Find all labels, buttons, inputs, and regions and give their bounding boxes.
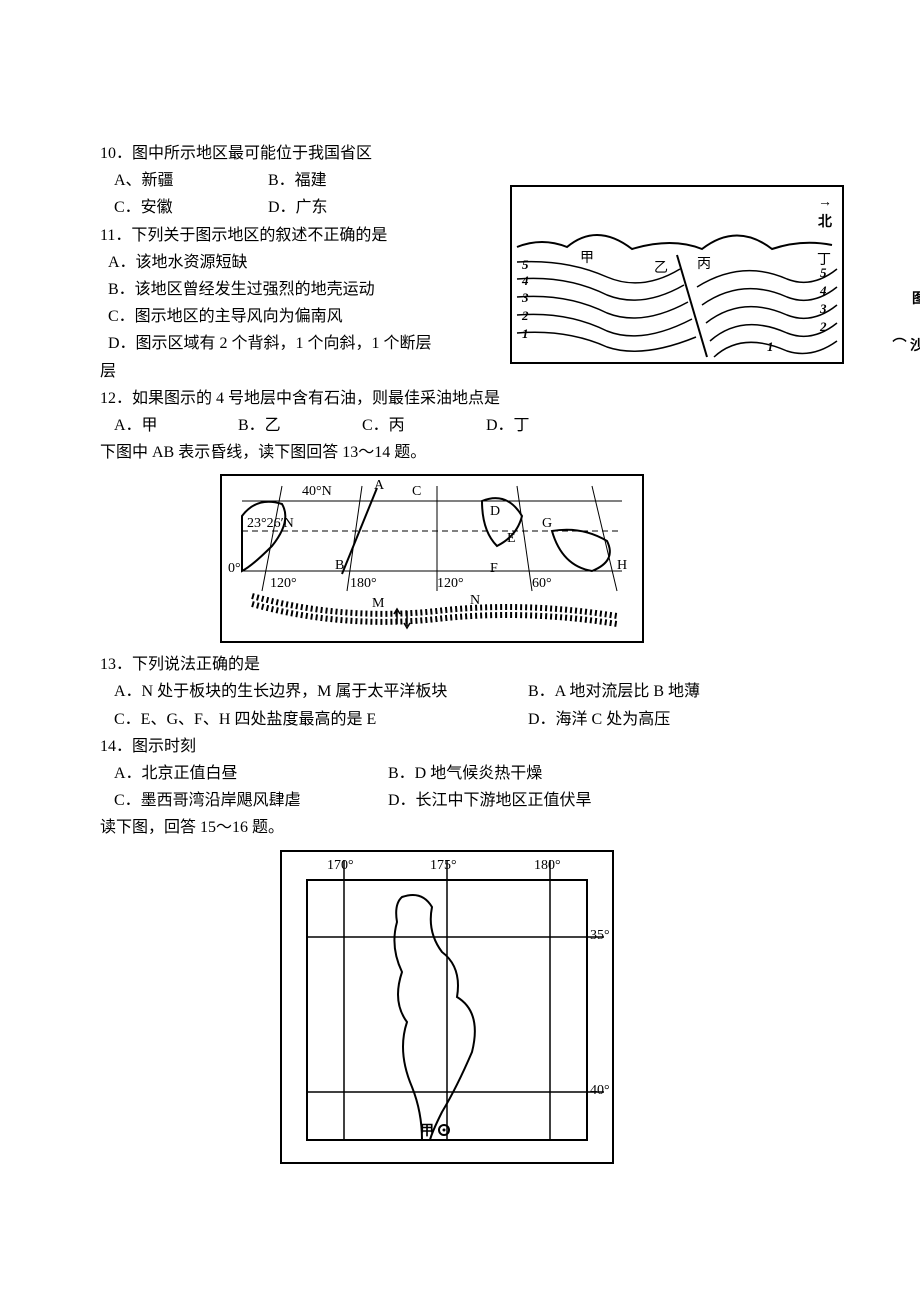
layer-1l: 1 <box>522 326 529 342</box>
q14-c: C．墨西哥湾沿岸飓风肆虐 <box>114 787 384 814</box>
layer-5l: 5 <box>522 257 529 273</box>
label-yi: 乙 <box>654 257 668 277</box>
q12-a: A．甲 <box>114 412 234 439</box>
lbl-180b: 180° <box>534 858 561 874</box>
q13-d: D．海洋 C 处为高压 <box>528 706 670 733</box>
layer-1r: 1 <box>767 339 774 355</box>
lbl-N: N <box>470 593 480 609</box>
q14-b: B．D 地气候炎热干燥 <box>388 760 542 787</box>
q13-b: B．A 地对流层比 B 地薄 <box>528 678 700 705</box>
label-jia: 甲 <box>580 247 594 267</box>
lbl-G: G <box>542 516 552 532</box>
lbl-eq: 0° <box>228 561 241 577</box>
lbl-40n: 40°N <box>302 484 332 500</box>
lbl-175: 175° <box>430 858 457 874</box>
lbl-B: B <box>335 558 344 574</box>
figure-cross-section: →北 甲 乙 丙 丁 5 4 3 2 1 5 4 3 <box>510 185 890 365</box>
layer-3l: 3 <box>522 290 529 306</box>
world-map-svg <box>222 476 642 641</box>
q14-stem: 14．图示时刻 <box>100 733 820 760</box>
q12-b: B．乙 <box>238 412 358 439</box>
intro-15-16: 读下图，回答 15～16 题。 <box>100 814 820 841</box>
q14-row1: A．北京正值白昼 B．D 地气候炎热干燥 <box>100 760 820 787</box>
lbl-170: 170° <box>327 858 354 874</box>
lbl-40s: 40° <box>590 1083 610 1099</box>
legend-title: 图例 <box>912 290 920 310</box>
layer-4l: 4 <box>522 273 529 289</box>
q12-opts: A．甲 B．乙 C．丙 D．丁 <box>100 412 820 439</box>
q10-stem: 10．图中所示地区最可能位于我国省区 <box>100 140 820 167</box>
legend-dune: ⌒ 沙丘 <box>893 335 920 355</box>
lbl-120w: 120° <box>437 576 464 592</box>
q10-b: B．福建 <box>268 167 327 194</box>
lbl-C: C <box>412 484 421 500</box>
lbl-tropic: 23°26′N <box>247 516 294 532</box>
layer-2l: 2 <box>522 308 529 324</box>
figure-world-map: 40°N 23°26′N 0° 120° 180° 120° 60° A C B… <box>220 474 644 643</box>
lbl-180: 180° <box>350 576 377 592</box>
cross-section-svg <box>512 187 842 362</box>
figure-cross-section-box: →北 甲 乙 丙 丁 5 4 3 2 1 5 4 3 <box>510 185 844 364</box>
layer-5r: 5 <box>820 265 827 281</box>
q12-c: C．丙 <box>362 412 482 439</box>
lbl-120e: 120° <box>270 576 297 592</box>
q10-a: A、新疆 <box>114 167 264 194</box>
lbl-D: D <box>490 504 500 520</box>
q13-stem: 13．下列说法正确的是 <box>100 651 820 678</box>
layer-3r: 3 <box>820 301 827 317</box>
q12-d: D．丁 <box>486 412 530 439</box>
q10-c: C．安徽 <box>114 194 264 221</box>
layer-4r: 4 <box>820 283 827 299</box>
lbl-F: F <box>490 561 498 577</box>
lbl-60w: 60° <box>532 576 552 592</box>
lbl-E: E <box>507 531 516 547</box>
lbl-35s: 35° <box>590 928 610 944</box>
lbl-jia2: 甲 <box>420 1120 434 1140</box>
nz-svg <box>282 852 612 1162</box>
intro-13-14: 下图中 AB 表示昏线，读下图回答 13～14 题。 <box>100 439 820 466</box>
q13-c: C．E、G、F、H 四处盐度最高的是 E <box>114 706 524 733</box>
figure-nz-map: 170° 175° 180° 35° 40° 甲 <box>280 850 614 1164</box>
label-bing: 丙 <box>697 253 711 273</box>
q13-row1: A．N 处于板块的生长边界，M 属于太平洋板块 B．A 地对流层比 B 地薄 <box>100 678 820 705</box>
q10-d: D．广东 <box>268 194 328 221</box>
layer-2r: 2 <box>820 319 827 335</box>
q14-a: A．北京正值白昼 <box>114 760 384 787</box>
lbl-A: A <box>374 478 384 494</box>
q14-row2: C．墨西哥湾沿岸飓风肆虐 D．长江中下游地区正值伏旱 <box>100 787 820 814</box>
q13-row2: C．E、G、F、H 四处盐度最高的是 E D．海洋 C 处为高压 <box>100 706 820 733</box>
q12-stem: 12．如果图示的 4 号地层中含有石油，则最佳采油地点是 <box>100 385 820 412</box>
q14-d: D．长江中下游地区正值伏旱 <box>388 787 592 814</box>
q13-a: A．N 处于板块的生长边界，M 属于太平洋板块 <box>114 678 524 705</box>
lbl-M: M <box>372 596 384 612</box>
north-arrow: →北 <box>818 195 832 231</box>
lbl-H: H <box>617 558 627 574</box>
